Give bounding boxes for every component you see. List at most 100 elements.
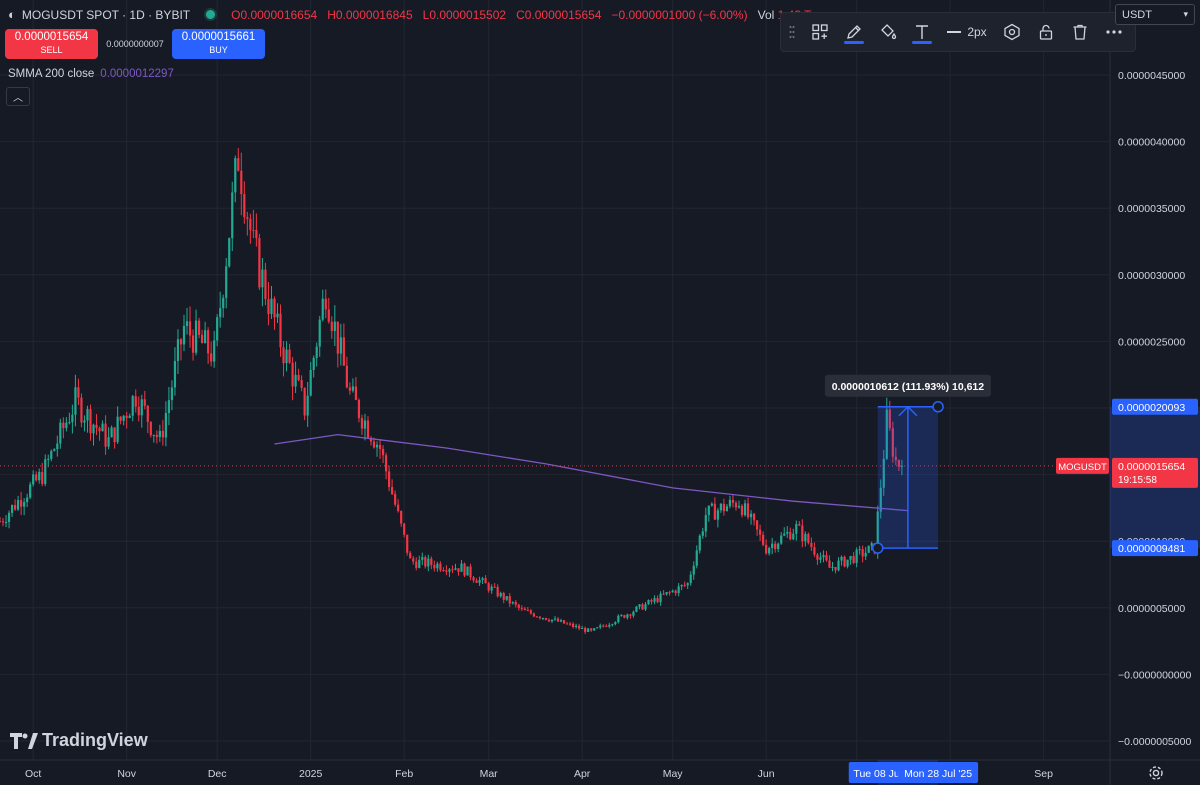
candle-body[interactable]	[32, 474, 35, 485]
candle-body[interactable]	[430, 558, 433, 565]
symbol-title[interactable]: MOGUSDT SPOT · 1D · BYBIT	[21, 7, 191, 22]
candle-body[interactable]	[53, 449, 56, 451]
candle-body[interactable]	[424, 557, 427, 567]
candle-body[interactable]	[746, 503, 750, 518]
candle-body[interactable]	[170, 387, 174, 401]
candle-body[interactable]	[692, 565, 695, 575]
candle-body[interactable]	[200, 334, 204, 344]
candle-body[interactable]	[840, 556, 843, 561]
candle-body[interactable]	[294, 374, 297, 387]
candle-body[interactable]	[216, 317, 219, 341]
candle-body[interactable]	[228, 238, 231, 267]
smma-line[interactable]	[274, 433, 908, 512]
candle-body[interactable]	[366, 420, 370, 438]
candle-body[interactable]	[41, 472, 44, 484]
candle-body[interactable]	[264, 269, 267, 300]
candle-body[interactable]	[155, 434, 158, 438]
measure-handle-end[interactable]	[932, 401, 944, 413]
measure-handle-start[interactable]	[871, 542, 884, 554]
candle-body[interactable]	[614, 622, 617, 625]
candle-body[interactable]	[164, 413, 167, 438]
candle-body[interactable]	[571, 623, 575, 627]
candle-body[interactable]	[743, 503, 747, 516]
candle-body[interactable]	[445, 570, 448, 572]
candle-body[interactable]	[538, 616, 542, 619]
candle-body[interactable]	[152, 434, 155, 436]
candle-body[interactable]	[23, 502, 26, 507]
candle-body[interactable]	[710, 503, 713, 506]
candle-body[interactable]	[632, 611, 635, 616]
candle-body[interactable]	[547, 619, 551, 622]
candle-body[interactable]	[629, 614, 632, 616]
candle-body[interactable]	[849, 556, 852, 560]
candle-body[interactable]	[62, 422, 65, 429]
candle-body[interactable]	[345, 365, 348, 388]
candle-body[interactable]	[16, 500, 20, 510]
candle-body[interactable]	[406, 534, 409, 553]
candle-body[interactable]	[339, 337, 342, 354]
candle-body[interactable]	[104, 423, 107, 447]
candle-body[interactable]	[605, 625, 608, 627]
candle-body[interactable]	[686, 583, 689, 586]
candle-body[interactable]	[858, 549, 861, 551]
candle-body[interactable]	[460, 563, 463, 572]
candle-body[interactable]	[412, 558, 415, 562]
candle-body[interactable]	[894, 456, 897, 461]
candle-body[interactable]	[333, 321, 336, 332]
candle-body[interactable]	[789, 531, 792, 540]
candle-body[interactable]	[765, 544, 768, 554]
candle-body[interactable]	[499, 592, 502, 597]
candle-body[interactable]	[584, 627, 587, 632]
candle-body[interactable]	[825, 555, 828, 561]
candle-body[interactable]	[273, 298, 276, 318]
candle-body[interactable]	[4, 521, 8, 523]
text-color-button[interactable]	[905, 13, 939, 51]
candle-body[interactable]	[86, 409, 89, 421]
candle-body[interactable]	[261, 269, 264, 288]
candle-body[interactable]	[674, 590, 677, 594]
candle-body[interactable]	[798, 524, 801, 526]
candle-body[interactable]	[810, 543, 813, 548]
candle-body[interactable]	[719, 503, 722, 511]
candle-body[interactable]	[695, 550, 698, 566]
candle-body[interactable]	[590, 628, 593, 631]
candle-body[interactable]	[318, 319, 321, 347]
candle-body[interactable]	[146, 405, 149, 422]
candle-body[interactable]	[185, 321, 189, 326]
candle-body[interactable]	[140, 399, 143, 416]
candle-body[interactable]	[493, 586, 496, 588]
candle-body[interactable]	[677, 586, 680, 594]
candle-body[interactable]	[1, 521, 5, 523]
candle-body[interactable]	[879, 487, 882, 512]
candle-body[interactable]	[568, 623, 572, 625]
candle-body[interactable]	[128, 415, 131, 419]
candle-body[interactable]	[780, 535, 783, 544]
chart-settings-icon[interactable]	[1148, 765, 1164, 781]
candle-body[interactable]	[35, 474, 38, 481]
candle-body[interactable]	[704, 515, 707, 532]
candle-body[interactable]	[161, 430, 164, 438]
candle-body[interactable]	[544, 617, 548, 620]
candle-body[interactable]	[231, 192, 234, 239]
candle-body[interactable]	[188, 321, 192, 336]
candle-body[interactable]	[846, 559, 849, 567]
candle-body[interactable]	[249, 218, 252, 230]
candle-body[interactable]	[731, 499, 735, 503]
candle-body[interactable]	[92, 424, 95, 434]
candle-body[interactable]	[47, 458, 50, 460]
candle-body[interactable]	[496, 587, 499, 597]
candle-body[interactable]	[897, 460, 900, 467]
candle-body[interactable]	[701, 531, 704, 536]
candle-body[interactable]	[707, 505, 710, 516]
candle-body[interactable]	[71, 414, 74, 423]
candle-body[interactable]	[511, 602, 514, 604]
candle-body[interactable]	[324, 298, 327, 310]
candle-body[interactable]	[237, 158, 240, 171]
candle-body[interactable]	[38, 472, 41, 481]
candle-body[interactable]	[725, 506, 729, 512]
candle-body[interactable]	[656, 598, 659, 603]
candle-body[interactable]	[578, 625, 581, 629]
candle-body[interactable]	[65, 422, 68, 429]
candle-body[interactable]	[749, 513, 753, 518]
